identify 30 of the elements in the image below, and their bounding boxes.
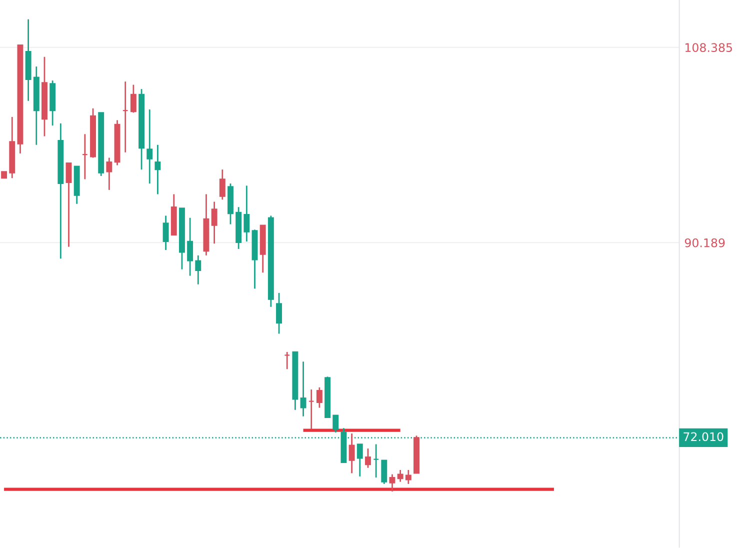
candlestick	[154, 144, 161, 195]
candlestick	[348, 432, 355, 474]
candlestick	[332, 414, 339, 434]
candlestick	[308, 388, 314, 430]
candlestick	[405, 469, 412, 485]
y-tick-label: 90.189	[684, 238, 725, 248]
y-tick-label: 108.385	[685, 43, 732, 52]
candlestick	[364, 448, 371, 469]
candlestick	[162, 214, 169, 251]
candlestick	[195, 254, 202, 286]
candlestick	[244, 184, 250, 242]
candlestick	[219, 168, 226, 200]
candlestick	[146, 108, 153, 184]
candlestick	[122, 80, 128, 154]
candlestick	[130, 84, 136, 114]
candlestick	[316, 386, 322, 408]
candlestick	[389, 474, 396, 492]
candlestick	[82, 133, 88, 180]
candlestick	[300, 360, 306, 418]
candlestick	[356, 444, 363, 478]
ref-line-label: 72.010	[684, 432, 724, 442]
candlestick	[381, 460, 388, 485]
candlestick	[373, 444, 380, 478]
candlestick	[284, 351, 290, 370]
candlestick	[397, 469, 404, 482]
candlestick	[211, 201, 218, 244]
candlestick	[187, 217, 194, 276]
candlestick	[66, 162, 72, 248]
candlestick	[276, 292, 282, 334]
candlestick	[106, 157, 112, 191]
